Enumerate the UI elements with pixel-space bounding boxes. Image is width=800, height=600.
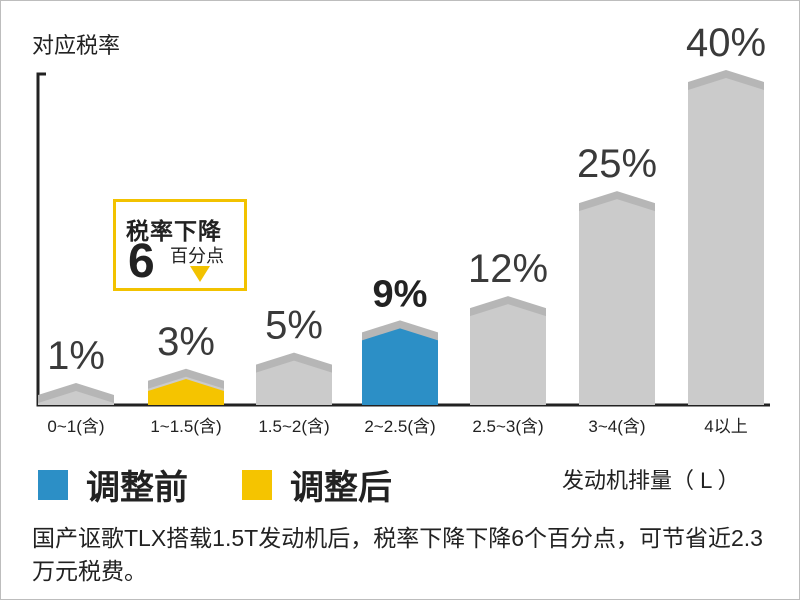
value-label-3: 9% xyxy=(373,273,428,315)
legend-swatch-after xyxy=(242,469,272,500)
value-label-6: 40% xyxy=(686,21,766,65)
y-axis-label: 对应税率 xyxy=(32,33,121,58)
bar-6 xyxy=(688,78,764,405)
category-label-4: 2.5~3(含) xyxy=(472,417,543,436)
category-label-5: 3~4(含) xyxy=(588,417,645,436)
bar-chart: 1% 0~1(含) 3% 1~1.5(含) 5% 1.5~2(含) 9% 2~2.5(含) 12… xyxy=(36,21,770,436)
value-label-1: 3% xyxy=(157,320,215,364)
tax-drop-callout: 税率下降 6 百分点 xyxy=(113,199,247,291)
callout-title: 税率下降 xyxy=(126,218,222,244)
bar-4 xyxy=(470,304,546,405)
legend-label-after: 调整后 xyxy=(290,469,392,507)
category-label-6: 4以上 xyxy=(704,417,747,436)
category-label-2: 1.5~2(含) xyxy=(258,417,329,436)
value-label-0: 1% xyxy=(47,334,105,378)
legend-label-before: 调整前 xyxy=(86,469,188,507)
x-axis-label: 发动机排量（ L ） xyxy=(562,468,740,493)
legend-item-after: 调整后 xyxy=(242,460,392,509)
bar-3 xyxy=(362,328,438,405)
bar-after-1 xyxy=(148,379,224,405)
legend-item-before: 调整前 xyxy=(38,460,188,509)
value-label-4: 12% xyxy=(468,247,548,291)
value-label-2: 5% xyxy=(265,304,323,348)
callout-unit: 百分点 xyxy=(170,246,224,266)
footnote: 国产讴歌TLX搭载1.5T发动机后，税率下降下降6个百分点，可节省近2.3万元税… xyxy=(32,525,763,584)
category-label-3: 2~2.5(含) xyxy=(364,417,435,436)
callout-number: 6 xyxy=(128,235,155,288)
legend-swatch-before xyxy=(38,469,68,500)
category-label-0: 0~1(含) xyxy=(47,417,104,436)
category-label-1: 1~1.5(含) xyxy=(150,417,221,436)
bar-0 xyxy=(38,391,114,405)
down-arrow-icon xyxy=(190,266,210,282)
bar-5 xyxy=(579,199,655,405)
bar-2 xyxy=(256,360,332,405)
value-label-5: 25% xyxy=(577,142,657,186)
